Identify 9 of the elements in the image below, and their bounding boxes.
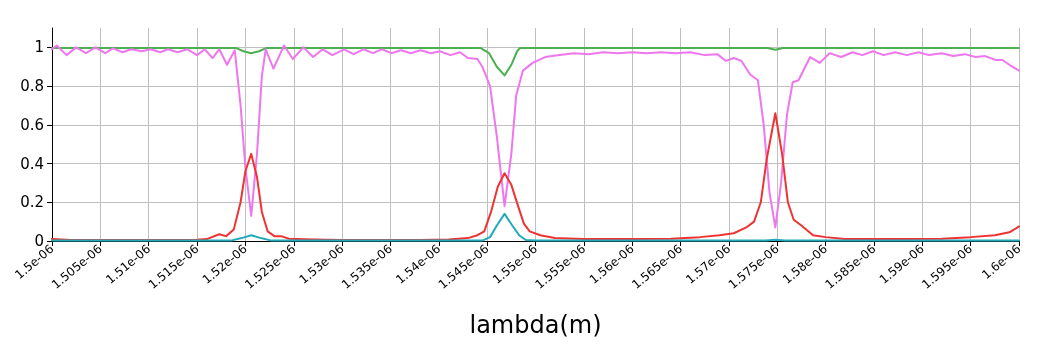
y-tick-label: 0.8 bbox=[20, 77, 44, 96]
y-tick-label: 0.2 bbox=[20, 193, 44, 212]
y-tick-label: 0 bbox=[34, 232, 44, 250]
line-series bbox=[51, 46, 1020, 77]
y-tick-label: 0.4 bbox=[20, 154, 44, 173]
line-series bbox=[51, 44, 1020, 229]
x-axis-title: lambda(m) bbox=[469, 311, 602, 339]
y-tick-label: 1 bbox=[34, 38, 44, 57]
y-tick-label: 0.6 bbox=[20, 115, 44, 134]
